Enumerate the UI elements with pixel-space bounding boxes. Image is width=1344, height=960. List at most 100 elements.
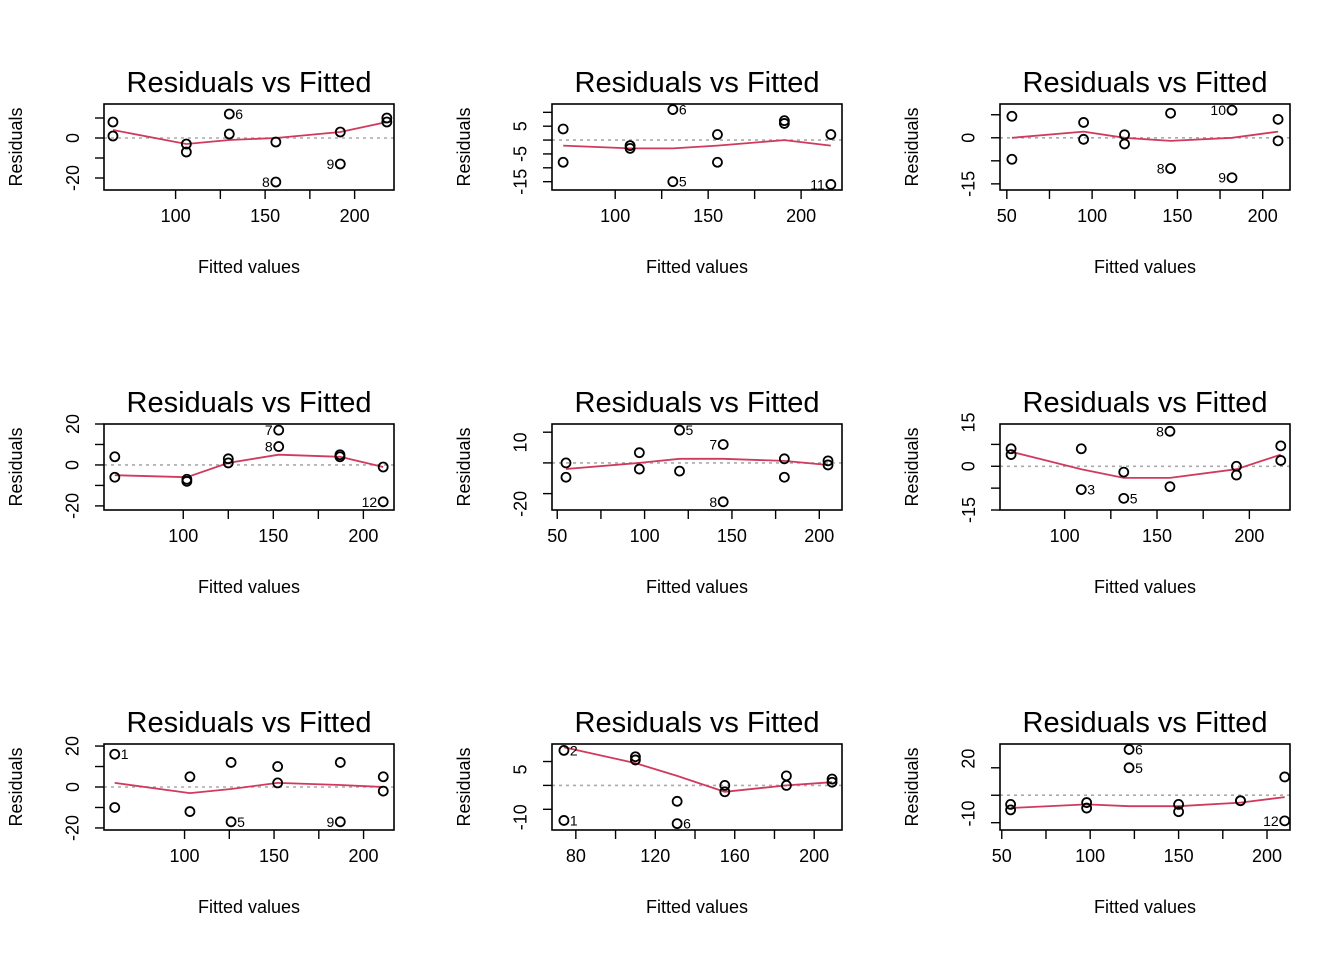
data-point — [1272, 113, 1284, 125]
point-label: 9 — [326, 156, 334, 172]
x-tick-label: 200 — [799, 846, 829, 866]
data-point — [1081, 797, 1093, 808]
x-tick-label: 200 — [349, 846, 379, 866]
panel-title: Residuals vs Fitted — [575, 67, 820, 99]
data-point — [334, 757, 346, 768]
data-point — [334, 451, 346, 463]
x-tick-label: 200 — [1248, 206, 1278, 226]
point-label: 3 — [1087, 482, 1095, 498]
x-axis-label: Fitted values — [1094, 577, 1196, 597]
y-axis-label: Residuals — [454, 107, 474, 186]
point-label: 12 — [1263, 813, 1279, 829]
data-point — [223, 108, 235, 120]
x-axis-label: Fitted values — [198, 897, 300, 917]
data-point — [1123, 762, 1135, 774]
x-tick-label: 200 — [804, 526, 834, 546]
panel-title: Residuals vs Fitted — [1023, 707, 1268, 739]
plot-frame — [999, 423, 1291, 511]
point-label: 1 — [570, 812, 578, 828]
data-point — [633, 463, 645, 475]
data-point — [1075, 484, 1087, 495]
smooth-line — [112, 121, 387, 145]
data-point — [624, 142, 636, 154]
data-point — [334, 126, 346, 138]
smooth-line — [1010, 796, 1285, 809]
x-tick-label: 150 — [717, 526, 747, 546]
y-axis-label: Residuals — [454, 427, 474, 506]
x-tick-label: 100 — [1050, 526, 1080, 546]
y-tick-label: 5 — [511, 764, 531, 774]
y-tick-label: 0 — [959, 133, 979, 143]
point-label: 9 — [1218, 170, 1226, 186]
y-tick-label: -20 — [63, 493, 83, 519]
data-point — [1078, 117, 1089, 128]
panel-1: Residuals vs Fitted 6 8 9 100 150 200 0 -20 Fitte… — [6, 67, 395, 277]
point-label: 7 — [709, 436, 717, 452]
data-point — [109, 748, 121, 760]
y-tick-label: 0 — [63, 133, 83, 143]
plot-frame — [551, 423, 843, 511]
point-label: 6 — [683, 816, 691, 832]
data-point — [1226, 104, 1238, 116]
x-tick-label: 150 — [1162, 206, 1192, 226]
panel-title: Residuals vs Fitted — [1023, 387, 1268, 419]
x-tick-label: 50 — [992, 846, 1012, 866]
y-axis-label: Residuals — [6, 107, 26, 186]
data-point — [1275, 455, 1287, 466]
panel-8: Residuals vs Fitted 2 1 6 80 120 160 200 5 -10 Fit… — [454, 707, 843, 917]
x-tick-label: 100 — [1077, 206, 1107, 226]
data-point — [1173, 798, 1184, 810]
data-point — [822, 455, 834, 467]
data-point — [180, 146, 192, 158]
panel-title: Residuals vs Fitted — [1023, 67, 1268, 99]
data-point — [1235, 795, 1246, 807]
data-point — [377, 785, 389, 797]
data-point — [1075, 443, 1087, 455]
x-tick-label: 50 — [997, 206, 1017, 226]
data-point — [109, 451, 121, 463]
y-tick-label: -20 — [63, 815, 83, 841]
point-label: 5 — [679, 174, 687, 190]
panel-title: Residuals vs Fitted — [127, 67, 372, 99]
panel-9: Residuals vs Fitted 6 5 12 50 100 150 200 20 -10 F… — [902, 707, 1291, 917]
data-point — [778, 471, 790, 483]
data-point — [1006, 153, 1018, 165]
panel-title: Residuals vs Fitted — [575, 387, 820, 419]
y-tick-label: 20 — [63, 736, 83, 756]
data-point — [712, 156, 723, 168]
data-point — [334, 158, 346, 170]
data-point — [225, 757, 237, 768]
plot-frame — [999, 743, 1291, 831]
x-tick-label: 150 — [1142, 526, 1172, 546]
data-point — [181, 475, 193, 487]
point-label: 8 — [1157, 161, 1165, 177]
data-point — [719, 780, 731, 791]
data-point — [1005, 443, 1017, 455]
data-point — [180, 138, 192, 150]
data-point — [671, 795, 683, 807]
x-axis-label: Fitted values — [646, 257, 748, 277]
point-label: 10 — [1210, 102, 1226, 118]
data-point — [184, 771, 196, 783]
x-tick-label: 150 — [1164, 846, 1194, 866]
data-point — [558, 815, 570, 826]
data-point — [667, 176, 679, 188]
data-point — [719, 786, 731, 798]
y-tick-label: 20 — [959, 749, 979, 769]
x-axis-label: Fitted values — [1094, 257, 1196, 277]
x-tick-label: 100 — [630, 526, 660, 546]
y-axis-label: Residuals — [902, 427, 922, 506]
data-point — [184, 806, 196, 817]
data-point — [630, 751, 641, 763]
x-tick-label: 120 — [640, 846, 670, 866]
x-tick-label: 200 — [348, 526, 378, 546]
smooth-line — [114, 781, 384, 795]
data-point — [1279, 771, 1291, 783]
point-label: 8 — [265, 439, 273, 455]
data-point — [1226, 172, 1238, 184]
data-point — [1164, 481, 1176, 493]
data-point — [107, 116, 119, 128]
x-axis-label: Fitted values — [646, 897, 748, 917]
data-point — [633, 447, 645, 459]
